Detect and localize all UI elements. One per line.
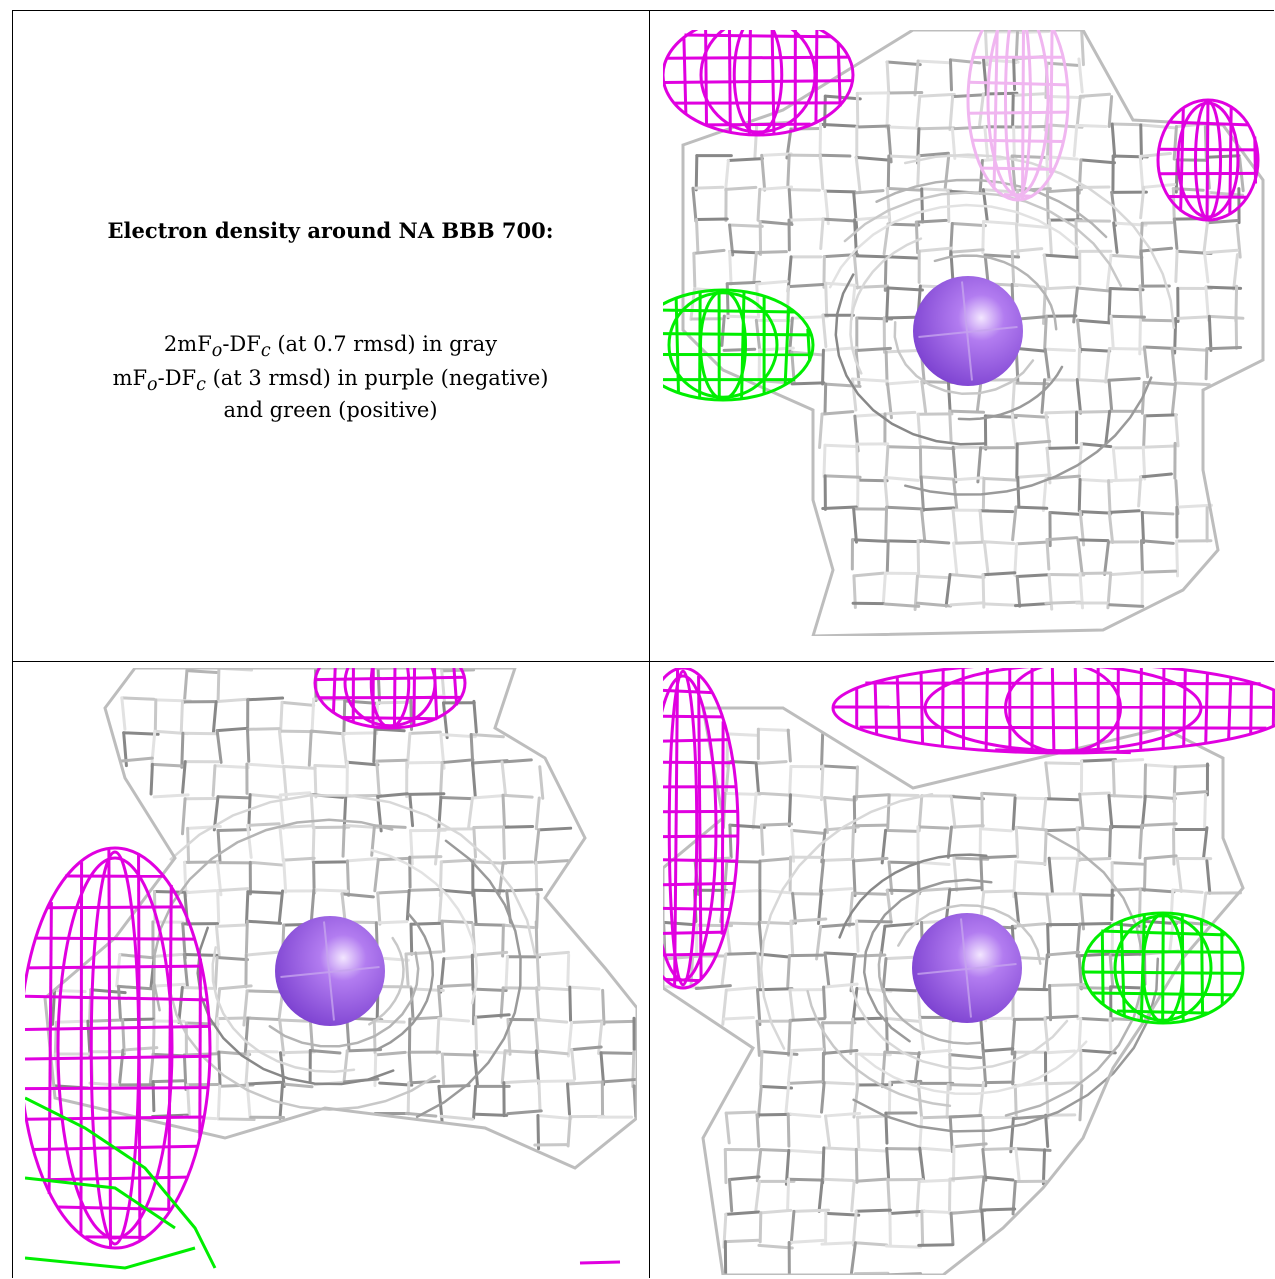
density-mesh-render <box>25 668 637 1270</box>
positive-density-mesh <box>663 288 815 402</box>
caption-line-fofc: mFo-DFc (at 3 rmsd) in purple (negative) <box>112 366 549 396</box>
caption-cell: Electron density around NA BBB 700: 2mFo… <box>12 10 649 661</box>
density-panel-bottom-left <box>25 668 637 1275</box>
gray-density-mesh <box>43 668 637 1170</box>
negative-density-mesh <box>1156 98 1260 222</box>
positive-density-mesh <box>1081 911 1245 1025</box>
caption-line-colors: and green (positive) <box>223 398 438 422</box>
negative-density-mesh <box>663 668 740 990</box>
negative-density-mesh <box>663 30 855 137</box>
figure-frame <box>12 10 1274 1278</box>
negative-density-mesh <box>313 668 467 730</box>
gray-density-mesh <box>681 30 1265 636</box>
negative-density-mesh <box>966 30 1070 202</box>
density-mesh-render <box>663 30 1265 636</box>
density-panel-bottom-right <box>663 668 1275 1275</box>
negative-density-mesh <box>831 668 1275 755</box>
row-divider <box>12 661 1274 662</box>
positive-density-mesh <box>25 1096 217 1270</box>
negative-density-mesh <box>25 846 212 1250</box>
caption-line-2fofc: 2mFo-DFc (at 0.7 rmsd) in gray <box>163 332 498 362</box>
density-panel-top-right <box>663 30 1275 636</box>
density-mesh-render <box>663 668 1275 1275</box>
column-divider <box>649 10 650 1278</box>
caption-title: Electron density around NA BBB 700: <box>107 218 554 243</box>
